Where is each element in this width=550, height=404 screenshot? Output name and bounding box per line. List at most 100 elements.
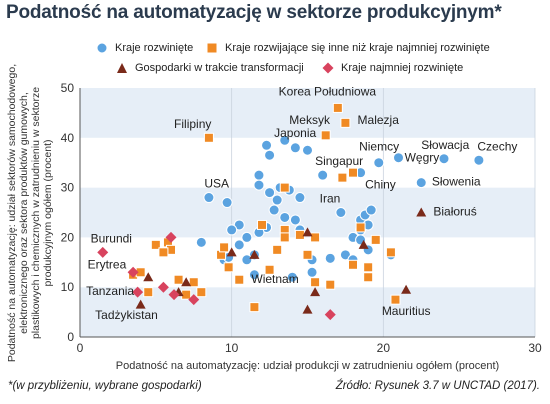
grid-band <box>80 88 535 138</box>
data-point-developing <box>348 259 358 270</box>
y-tick-label: 30 <box>61 181 75 195</box>
data-point-developed <box>415 177 427 189</box>
point-annotation: Węgry <box>405 151 440 165</box>
data-point-developed <box>306 266 318 278</box>
y-axis-label-line: Podatność na automatyzację: udział sekto… <box>6 63 18 362</box>
data-point-developing <box>337 172 348 183</box>
data-point-least-developed <box>324 309 336 321</box>
data-point-developing <box>332 102 343 113</box>
y-axis-label-line: elektronicznego oraz sektora produktów g… <box>18 91 30 334</box>
data-point-developed <box>339 249 351 261</box>
data-point-developed <box>248 269 260 281</box>
y-tick-label: 0 <box>67 330 74 344</box>
y-tick-label: 40 <box>61 131 75 145</box>
data-point-developed <box>324 252 336 264</box>
data-point-developed <box>289 142 301 154</box>
data-point-developing <box>249 302 260 313</box>
square-marker-icon <box>206 42 218 54</box>
data-point-developed <box>279 211 291 223</box>
point-annotation: Tanzania <box>86 284 134 298</box>
x-tick-label: 30 <box>528 341 542 355</box>
x-tick-label: 20 <box>377 341 391 355</box>
legend-label: Kraje rozwinięte <box>115 42 194 54</box>
data-point-developing <box>340 117 351 128</box>
data-point-transition <box>358 239 369 249</box>
point-annotation: Singapur <box>315 154 363 168</box>
data-point-developing <box>390 294 401 305</box>
data-point-developed <box>373 157 385 169</box>
data-point-transition <box>310 287 321 297</box>
point-annotation: Japonia <box>274 126 316 140</box>
data-point-developing <box>173 274 184 285</box>
legend-item-transition: Gospodarki w trakcie transformacji <box>116 62 304 74</box>
data-point-developing <box>302 249 313 260</box>
y-tick-label: 20 <box>61 230 75 244</box>
legend-item-developing: Kraje rozwijające się inne niż kraje naj… <box>206 42 490 54</box>
data-point-developing <box>223 262 234 273</box>
data-point-developing <box>143 287 154 298</box>
point-annotation: Czechy <box>477 139 517 153</box>
y-axis-label: Podatność na automatyzację: udział sekto… <box>6 63 54 361</box>
data-point-developed <box>289 214 301 226</box>
data-point-developing <box>355 222 366 233</box>
data-point-developing <box>325 279 336 290</box>
legend-item-developed: Kraje rozwinięte <box>96 42 193 54</box>
legend-label: Kraje najmniej rozwinięte <box>341 62 464 74</box>
data-point-developed <box>261 139 273 151</box>
data-point-developed <box>286 271 298 283</box>
data-point-developing <box>279 182 290 193</box>
data-point-transition <box>249 249 260 259</box>
y-tick-label: 50 <box>61 81 75 95</box>
triangle-marker-icon <box>117 63 127 73</box>
data-point-developed <box>233 239 245 251</box>
data-point-transition <box>302 304 313 314</box>
data-point-developing <box>294 229 305 240</box>
data-point-developing <box>257 219 267 230</box>
legend-item-least-developed: Kraje najmniej rozwinięte <box>322 62 463 74</box>
circle-marker-icon <box>96 42 108 54</box>
data-point-developed <box>253 179 265 191</box>
data-point-developing <box>320 130 331 141</box>
data-point-transition <box>401 284 412 294</box>
data-point-developing <box>279 232 290 243</box>
y-axis-label-line: produkcyjnym ogółem (procent) <box>42 138 54 287</box>
point-annotation: Niemcy <box>359 139 399 153</box>
point-annotation: Tadżykistan <box>95 308 158 322</box>
data-point-least-developed <box>188 294 200 306</box>
data-point-developed <box>294 192 306 204</box>
point-annotation: Słowenia <box>432 175 481 189</box>
data-point-transition <box>416 207 427 217</box>
point-annotation: USA <box>204 177 229 191</box>
data-point-developing <box>158 247 169 258</box>
data-point-developing <box>348 167 358 178</box>
data-point-developing <box>196 287 207 298</box>
data-point-developed <box>253 169 265 181</box>
data-point-least-developed <box>97 246 109 258</box>
point-annotation: Wietnam <box>251 272 298 286</box>
data-point-developing <box>181 289 192 300</box>
data-point-developed <box>393 152 404 164</box>
data-point-developing <box>272 244 283 255</box>
data-point-developed <box>264 149 276 161</box>
x-axis-label: Podatność na automatyzację: udział produ… <box>116 360 499 372</box>
data-point-developed <box>317 169 329 181</box>
data-point-developing <box>234 274 245 285</box>
data-point-developed <box>195 236 207 248</box>
data-point-developed <box>233 219 245 231</box>
data-point-least-developed <box>127 266 139 278</box>
legend-label: Kraje rozwijające się inne niż kraje naj… <box>225 42 490 54</box>
data-point-developed <box>226 224 238 236</box>
data-point-developing <box>363 272 374 283</box>
data-point-least-developed <box>168 289 180 301</box>
data-point-developing <box>188 277 199 288</box>
data-point-developing <box>385 247 396 258</box>
data-point-developing <box>370 234 381 245</box>
data-point-developed <box>365 204 377 216</box>
x-tick-label: 0 <box>77 341 84 355</box>
point-annotation: Burundi <box>91 231 132 245</box>
data-point-developed <box>473 154 485 166</box>
data-point-least-developed <box>165 231 177 243</box>
footnote: *(w przybliżeniu, wybrane gospodarki) <box>8 380 202 392</box>
source-note: Źródło: Rysunek 3.7 w UNCTAD (2017). <box>335 380 540 392</box>
data-point-developed <box>302 144 313 156</box>
